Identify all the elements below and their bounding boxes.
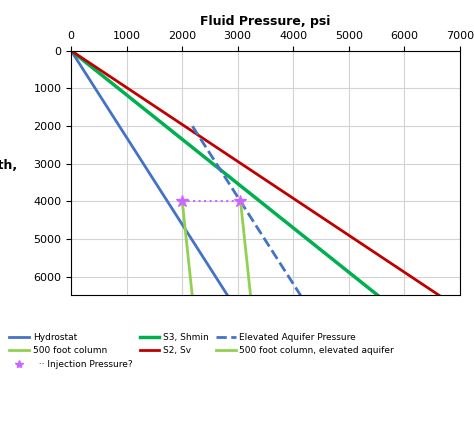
X-axis label: Fluid Pressure, psi: Fluid Pressure, psi: [200, 15, 331, 28]
Legend: Hydrostat, 500 foot column,   ·· Injection Pressure?, S3, Shmin, S2, Sv, Elevate: Hydrostat, 500 foot column, ·· Injection…: [6, 329, 398, 373]
Y-axis label: Depth,
ft: Depth, ft: [0, 159, 18, 187]
